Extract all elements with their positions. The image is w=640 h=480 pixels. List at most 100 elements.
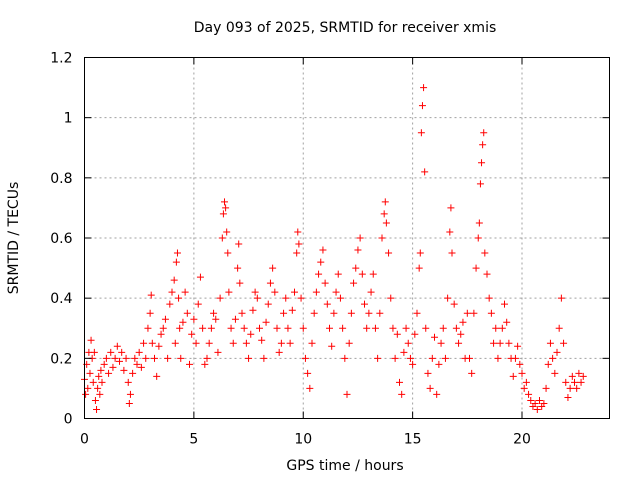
data-point (490, 339, 498, 347)
data-point (518, 369, 526, 377)
data-point (575, 369, 583, 377)
data-point (288, 306, 296, 314)
data-point (225, 288, 233, 296)
data-point (404, 339, 412, 347)
data-point (262, 318, 270, 326)
data-point (448, 249, 456, 257)
data-point (105, 369, 113, 377)
data-point (536, 396, 543, 404)
y-tick-label: 0.6 (50, 231, 72, 247)
data-point (231, 315, 239, 323)
data-point (95, 372, 103, 380)
data-point (481, 249, 489, 257)
data-point (282, 294, 290, 302)
data-point (98, 378, 106, 386)
y-tick-labels: 0 0.2 0.4 0.6 0.8 1 1.2 (50, 51, 72, 428)
data-point (323, 300, 331, 308)
data-point (151, 354, 158, 362)
data-point (573, 384, 581, 392)
x-axis-title: GPS time / hours (286, 458, 403, 474)
data-point (175, 294, 183, 302)
data-point (415, 264, 423, 272)
data-point (280, 309, 288, 317)
data-point (148, 339, 156, 347)
data-point (396, 378, 403, 386)
data-point (326, 324, 333, 332)
data-point (566, 384, 574, 392)
data-point (166, 300, 174, 308)
data-point (97, 366, 105, 374)
data-point (382, 219, 390, 227)
data-point (433, 390, 441, 398)
data-point (341, 354, 349, 362)
data-point (153, 372, 161, 380)
data-point (387, 294, 395, 302)
data-point (354, 246, 362, 254)
data-point (417, 129, 425, 137)
data-point (242, 339, 250, 347)
data-point (245, 354, 253, 362)
data-point (234, 264, 242, 272)
data-point (564, 393, 572, 401)
data-point (516, 360, 524, 368)
data-point (480, 129, 488, 137)
data-point (100, 360, 108, 368)
data-point (86, 369, 94, 377)
data-point (376, 309, 384, 317)
data-point (251, 288, 259, 296)
data-point (457, 330, 465, 338)
data-point (219, 210, 227, 218)
data-point (199, 324, 207, 332)
data-point (306, 384, 314, 392)
data-point (389, 324, 397, 332)
data-point (466, 354, 473, 362)
data-point (321, 279, 329, 287)
data-point (137, 363, 145, 371)
data-point (218, 234, 226, 242)
data-point (474, 234, 482, 242)
data-point (308, 339, 316, 347)
data-point (186, 360, 193, 368)
data-point (210, 309, 218, 317)
data-point (172, 258, 180, 266)
data-point (142, 354, 150, 362)
data-point (301, 354, 309, 362)
data-point (170, 276, 178, 284)
data-point (107, 348, 115, 356)
data-point (212, 315, 220, 323)
x-tick-label: 0 (80, 432, 89, 448)
data-point (297, 294, 305, 302)
data-point (551, 369, 559, 377)
data-point (227, 324, 235, 332)
data-point (428, 354, 436, 362)
data-point (470, 309, 478, 317)
data-point (140, 339, 148, 347)
data-point (164, 354, 172, 362)
data-point (343, 390, 351, 398)
data-point (264, 300, 272, 308)
data-point (356, 234, 364, 242)
data-point (214, 348, 222, 356)
data-point (190, 315, 198, 323)
data-point (249, 306, 257, 314)
data-point (562, 378, 570, 386)
data-point (124, 378, 132, 386)
data-point (258, 336, 266, 344)
data-point (256, 324, 263, 332)
data-point (522, 378, 530, 386)
data-point (402, 324, 410, 332)
data-point (319, 246, 327, 254)
data-point (299, 324, 307, 332)
data-point (487, 309, 495, 317)
data-point (118, 348, 126, 356)
data-point (439, 324, 447, 332)
data-point (192, 339, 200, 347)
data-point (266, 279, 274, 287)
data-point (478, 159, 486, 167)
data-point (350, 279, 358, 287)
data-point (229, 339, 237, 347)
data-point (126, 390, 134, 398)
data-point (381, 198, 389, 206)
data-point (371, 324, 379, 332)
